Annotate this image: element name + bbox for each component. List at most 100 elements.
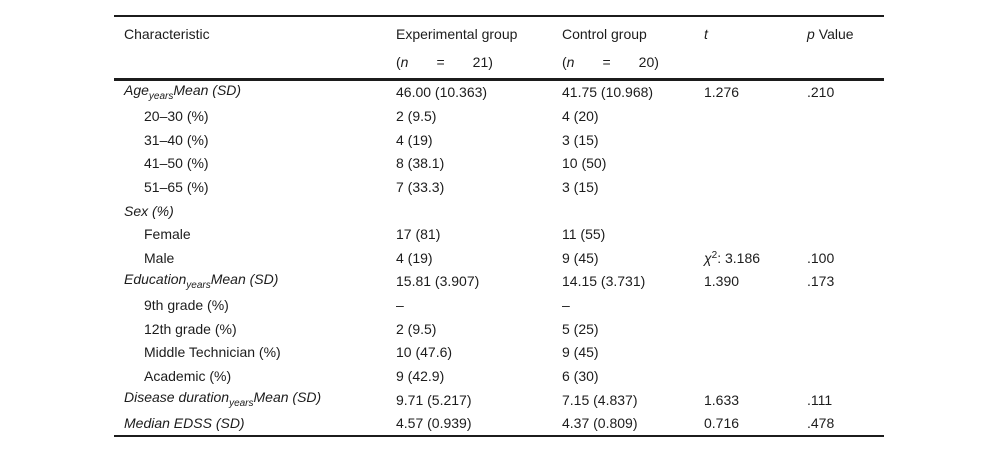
row-label-cell: 41–50 (%)	[114, 156, 396, 170]
table-row: 51–65 (%) 7 (33.3) 3 (15)	[114, 175, 884, 199]
row-label-cell: 20–30 (%)	[114, 109, 396, 123]
experimental-value-cell: 8 (38.1)	[396, 155, 445, 172]
row-label-cell: Academic (%)	[114, 369, 396, 383]
group-count: 20)	[638, 54, 659, 70]
t-value-cell: 1.390	[704, 274, 807, 288]
table-row: 31–40 (%) 4 (19) 3 (15)	[114, 128, 884, 152]
t-statistic-header-label: t	[704, 26, 708, 42]
n-symbol: n	[566, 54, 575, 70]
table-row: 9th grade (%) – –	[114, 293, 884, 317]
text-part: 31–40 (%)	[144, 131, 209, 148]
control-group-title: Control group	[562, 26, 647, 42]
control-value-cell: 9 (45)	[562, 249, 599, 266]
control-group-n: (n = 20)	[562, 54, 659, 70]
subscript-text: years	[148, 90, 174, 102]
table-row: Female 17 (81) 11 (55)	[114, 222, 884, 246]
row-label-cell: Disease durationyearsMean (SD)	[114, 390, 396, 409]
control-value-cell: 41.75 (10.968)	[562, 84, 654, 101]
control-value-cell: 9 (45)	[562, 344, 599, 361]
table-row: Academic (%) 9 (42.9) 6 (30)	[114, 364, 884, 388]
control-value-cell: 7.15 (4.837)	[562, 391, 638, 408]
experimental-value-cell: 4 (19)	[396, 131, 433, 148]
experimental-value-cell: 15.81 (3.907)	[396, 273, 480, 290]
text-part: Education	[124, 270, 187, 287]
header-cell-control-group: Control group (n = 20)	[562, 20, 704, 78]
superscript-text: 2	[711, 249, 718, 261]
table-row: Male 4 (19) 9 (45) χ2: 3.186.100	[114, 246, 884, 270]
t-value-cell: 1.276	[704, 85, 807, 99]
subscript-text: years	[229, 398, 254, 410]
equals-sign: =	[436, 54, 445, 70]
table-row: 12th grade (%) 2 (9.5) 5 (25)	[114, 317, 884, 341]
group-count: 21)	[472, 54, 493, 70]
table-header-row: Characteristic Experimental group (n = 21)…	[114, 17, 884, 78]
text-part: Mean (SD)	[173, 81, 242, 98]
table-row: Disease durationyearsMean (SD) 9.71 (5.21…	[114, 388, 884, 412]
text-part: Academic (%)	[144, 368, 232, 384]
row-label-cell: Median EDSS (SD)	[114, 416, 396, 430]
header-cell-experimental-group: Experimental group (n = 21)	[396, 20, 562, 78]
row-label-cell: EducationyearsMean (SD)	[114, 272, 396, 291]
table-row: 20–30 (%) 2 (9.5) 4 (20)	[114, 104, 884, 128]
p-symbol: p	[807, 26, 815, 42]
table-row: Median EDSS (SD) 4.57 (0.939) 4.37 (0.809)…	[114, 411, 884, 435]
experimental-value-cell: 4 (19)	[396, 249, 433, 266]
row-label-cell: 31–40 (%)	[114, 133, 396, 147]
experimental-value-cell: 46.00 (10.363)	[396, 84, 488, 101]
experimental-value-cell: 2 (9.5)	[396, 320, 437, 337]
experimental-value-cell: 10 (47.6)	[396, 344, 453, 361]
experimental-value-cell: 9.71 (5.217)	[396, 391, 472, 408]
text-part: Mean (SD)	[210, 270, 279, 287]
experimental-value-cell: 7 (33.3)	[396, 178, 445, 195]
table-row: Sex (%)	[114, 199, 884, 223]
text-part: 9th grade (%)	[144, 297, 229, 314]
control-value-cell: 6 (30)	[562, 368, 599, 384]
t-value-cell: 1.633	[704, 393, 807, 407]
control-value-cell: 4.37 (0.809)	[562, 415, 638, 432]
row-label-cell: Male	[114, 251, 396, 265]
n-symbol: n	[400, 54, 409, 70]
characteristic-header-label: Characteristic	[124, 26, 210, 42]
text-part: 0.716	[704, 415, 740, 432]
text-part: Sex (%)	[124, 202, 174, 219]
subscript-text: years	[186, 279, 211, 291]
header-cell-p-value: p Value	[807, 20, 884, 78]
text-part: 41–50 (%)	[144, 155, 209, 172]
participants-table: Characteristic Experimental group (n = 21)…	[114, 15, 884, 438]
row-label-cell: Female	[114, 227, 396, 241]
t-value-cell: 0.716	[704, 416, 807, 430]
text-part: 1.390	[704, 273, 740, 290]
row-label-cell: AgeyearsMean (SD)	[114, 83, 396, 102]
control-value-cell: 3 (15)	[562, 131, 599, 148]
table-bottom-rule	[114, 435, 884, 438]
control-value-cell: 14.15 (3.731)	[562, 273, 646, 290]
text-part: Median EDSS (SD)	[124, 415, 245, 432]
table-row: EducationyearsMean (SD) 15.81 (3.907) 14.1…	[114, 270, 884, 294]
row-label-cell: 51–65 (%)	[114, 180, 396, 194]
table-body: AgeyearsMean (SD) 46.00 (10.363) 41.75 (10…	[114, 81, 884, 436]
header-cell-t: t	[704, 20, 807, 78]
table-top-rule	[114, 15, 884, 17]
text-part: Mean (SD)	[253, 389, 322, 406]
experimental-group-title: Experimental group	[396, 26, 518, 42]
table-row: Middle Technician (%) 10 (47.6) 9 (45)	[114, 341, 884, 365]
control-value-cell: 3 (15)	[562, 178, 599, 195]
text-part: 12th grade (%)	[144, 320, 237, 337]
experimental-value-cell: –	[396, 297, 404, 314]
text-part: 1.276	[704, 84, 740, 101]
control-value-cell: 10 (50)	[562, 155, 607, 172]
text-part: Age	[124, 81, 149, 98]
control-value-cell: –	[562, 297, 570, 314]
row-label-cell: 12th grade (%)	[114, 322, 396, 336]
equals-sign: =	[602, 54, 611, 70]
text-part: Middle Technician (%)	[144, 344, 281, 361]
p-value-header-label: Value	[818, 26, 854, 42]
text-part: 51–65 (%)	[144, 178, 209, 195]
text-part: 20–30 (%)	[144, 107, 209, 124]
control-value-cell: 11 (55)	[562, 226, 606, 243]
p-value-cell: .111	[807, 391, 833, 408]
t-value-cell: χ2: 3.186	[704, 249, 807, 265]
text-part: Female	[144, 226, 191, 243]
text-part: Disease duration	[124, 389, 230, 406]
table-header-separator-rule	[114, 78, 884, 81]
